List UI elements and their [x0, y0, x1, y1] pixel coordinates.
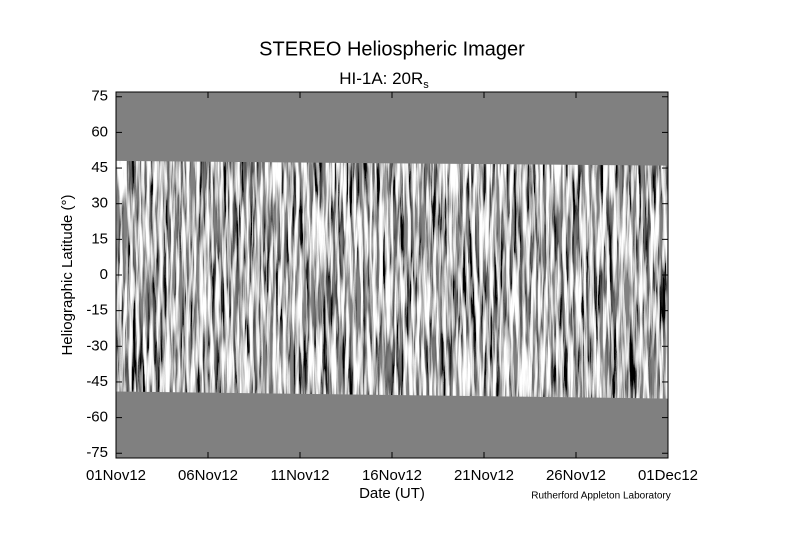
x-tick-label: 11Nov12 [271, 467, 330, 484]
x-tick-label: 01Dec12 [638, 467, 698, 484]
x-axis-label: Date (UT) [359, 485, 425, 502]
x-tick-label: 16Nov12 [362, 467, 422, 484]
chart-subtitle: HI-1A: 20Rs [339, 69, 429, 90]
y-tick-label: 45 [91, 159, 108, 176]
x-tick-label: 06Nov12 [178, 467, 238, 484]
y-tick-label: -60 [86, 409, 108, 426]
y-tick-label: 15 [91, 230, 108, 247]
y-tick-label: 75 [91, 88, 108, 105]
y-tick-label: 0 [100, 266, 108, 283]
chart-title: STEREO Heliospheric Imager [259, 38, 525, 60]
y-tick-label: 60 [91, 123, 108, 140]
coverage-band [116, 160, 668, 399]
y-tick-label: -15 [86, 302, 108, 319]
subtitle-subscript: s [423, 79, 429, 91]
y-tick-label: -30 [86, 337, 108, 354]
y-axis-label: Heliographic Latitude (°) [59, 194, 76, 355]
y-tick-label: -75 [86, 444, 108, 461]
x-tick-label: 26Nov12 [546, 467, 606, 484]
y-tick-label: 30 [91, 195, 108, 212]
x-tick-label: 21Nov12 [454, 467, 514, 484]
y-tick-label: -45 [86, 373, 108, 390]
x-tick-label: 01Nov12 [86, 467, 146, 484]
subtitle-text: HI-1A: 20R [339, 69, 423, 88]
credit: Rutherford Appleton Laboratory [531, 491, 671, 502]
